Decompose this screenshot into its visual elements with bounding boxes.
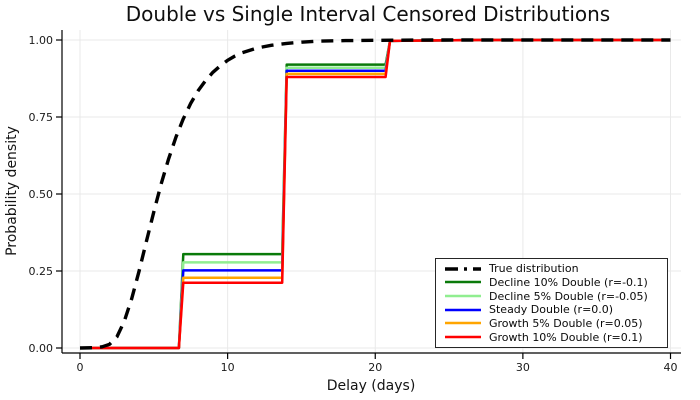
legend-swatch-line: [445, 308, 481, 312]
series-line-true-distribution: [79, 38, 671, 350]
y-axis-label: Probability density: [4, 126, 20, 256]
chart-title: Double vs Single Interval Censored Distr…: [125, 2, 611, 26]
x-tick-label: 10: [221, 361, 235, 374]
x-tick-label: 20: [368, 361, 382, 374]
y-tick-label: 0.00: [29, 342, 54, 355]
legend-label: Growth 5% Double (r=0.05): [489, 316, 643, 330]
y-tick-label: 0.75: [29, 111, 54, 124]
y-tick-label: 1.00: [29, 34, 54, 47]
y-tick-label: 0.25: [29, 265, 54, 278]
legend-label: Steady Double (r=0.0): [489, 303, 614, 317]
legend-item: Decline 5% Double (r=-0.05): [444, 290, 663, 303]
y-tick-label: 0.50: [29, 188, 54, 201]
legend: True distribution Decline 10% Double (r=-…: [435, 258, 668, 348]
legend-item: Growth 5% Double (r=0.05): [444, 317, 663, 330]
x-tick-label: 0: [77, 361, 84, 374]
legend-item: Decline 10% Double (r=-0.1): [444, 276, 663, 289]
legend-item: True distribution: [444, 262, 663, 275]
legend-swatch-line: [445, 322, 481, 325]
legend-swatch-line: [445, 335, 481, 339]
legend-swatch-line: [445, 281, 481, 284]
x-axis-label: Delay (days): [326, 378, 416, 394]
legend-label: Decline 5% Double (r=-0.05): [489, 289, 648, 303]
legend-label: Decline 10% Double (r=-0.1): [489, 275, 648, 289]
legend-swatch-line: [445, 294, 481, 298]
legend-item: Steady Double (r=0.0): [444, 303, 663, 316]
legend-swatch-line: [445, 267, 481, 271]
x-tick-label: 30: [516, 361, 530, 374]
legend-label: True distribution: [489, 262, 579, 276]
x-tick-label: 40: [664, 361, 678, 374]
legend-item: Growth 10% Double (r=0.1): [444, 331, 663, 344]
legend-label: Growth 10% Double (r=0.1): [489, 330, 643, 344]
